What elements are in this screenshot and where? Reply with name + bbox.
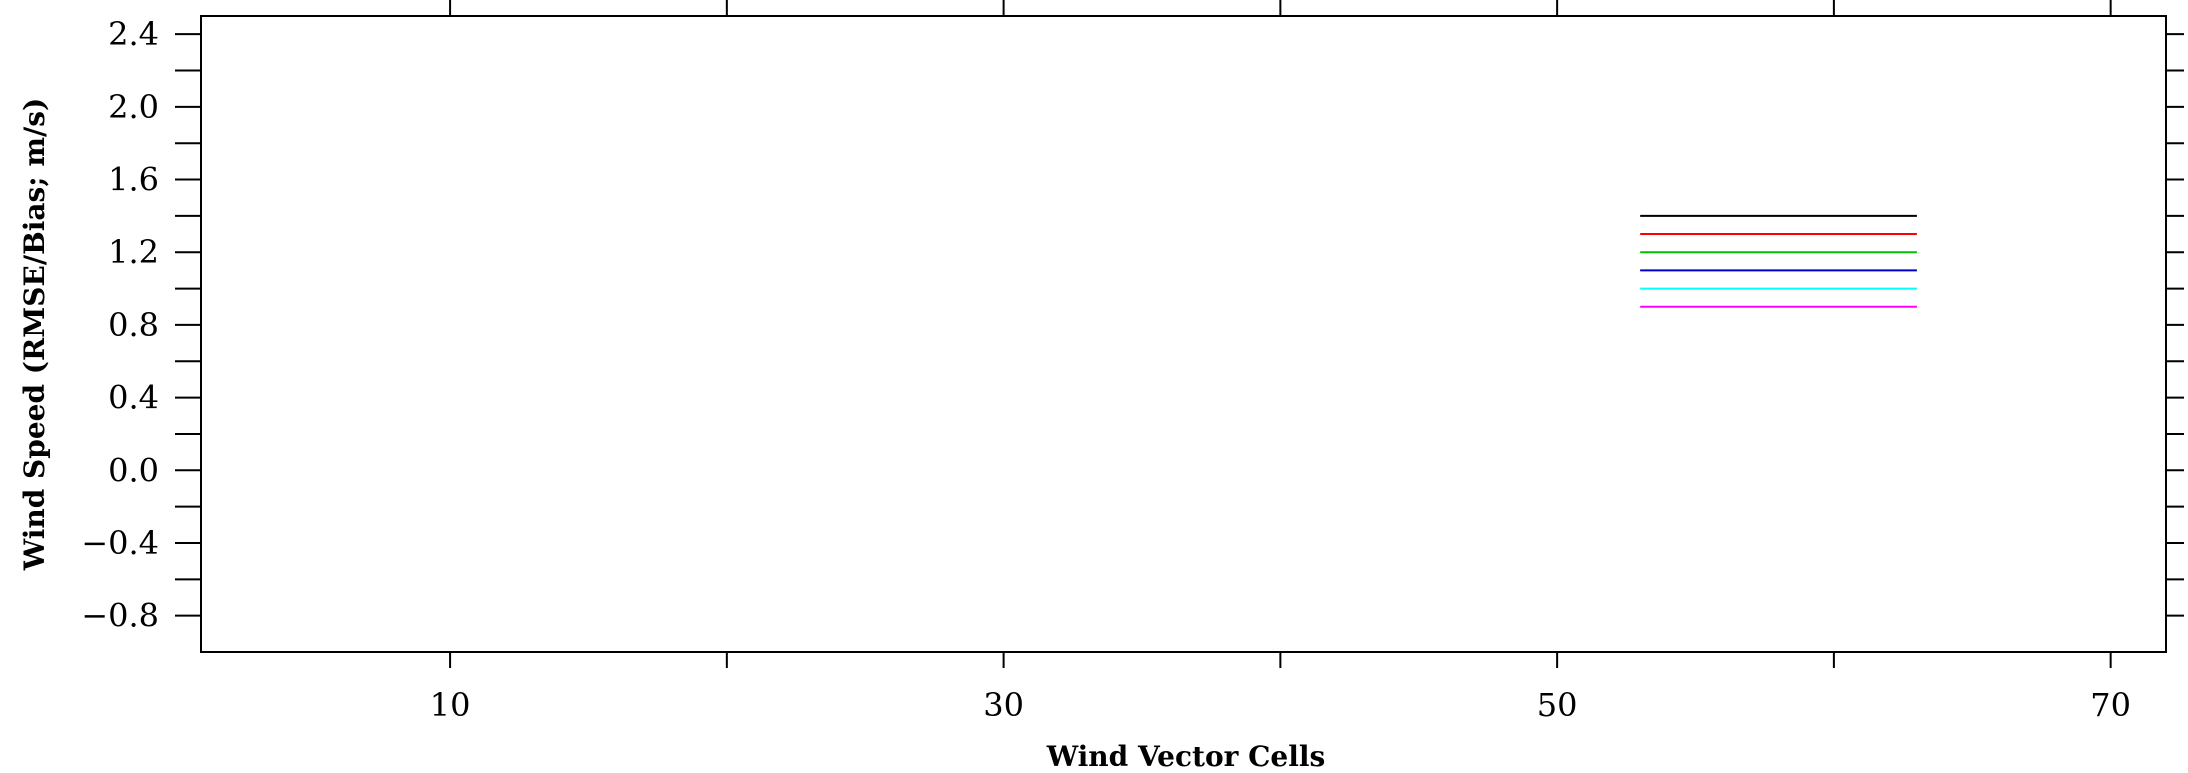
- y-tick-label: −0.8: [81, 597, 159, 635]
- y-tick-label: 0.4: [108, 379, 159, 417]
- y-tick-label: −0.4: [81, 524, 159, 562]
- x-tick-label: 30: [983, 686, 1024, 724]
- y-axis-title: Wind Speed (RMSE/Bias; m/s): [18, 98, 51, 572]
- y-axis-ticks: −0.8 −0.4 0.0 0.4 0.8 1.2 1.6 2.0 2.4: [81, 15, 2184, 635]
- y-tick-label: 1.2: [108, 233, 159, 271]
- x-axis-title: Wind Vector Cells: [1046, 740, 1326, 773]
- y-tick-label: 1.6: [108, 161, 159, 199]
- x-tick-label: 10: [430, 686, 471, 724]
- y-tick-label: 2.4: [108, 15, 159, 53]
- y-tick-label: 0.0: [108, 451, 159, 489]
- y-tick-label: 2.0: [108, 88, 159, 126]
- plot-frame: [200, 15, 2167, 653]
- x-tick-label: 50: [1537, 686, 1578, 724]
- x-axis-ticks: 10 30 50 70: [430, 0, 2131, 724]
- y-tick-label: 0.8: [108, 306, 159, 344]
- x-tick-label: 70: [2090, 686, 2131, 724]
- series-lines: [1640, 214, 1917, 308]
